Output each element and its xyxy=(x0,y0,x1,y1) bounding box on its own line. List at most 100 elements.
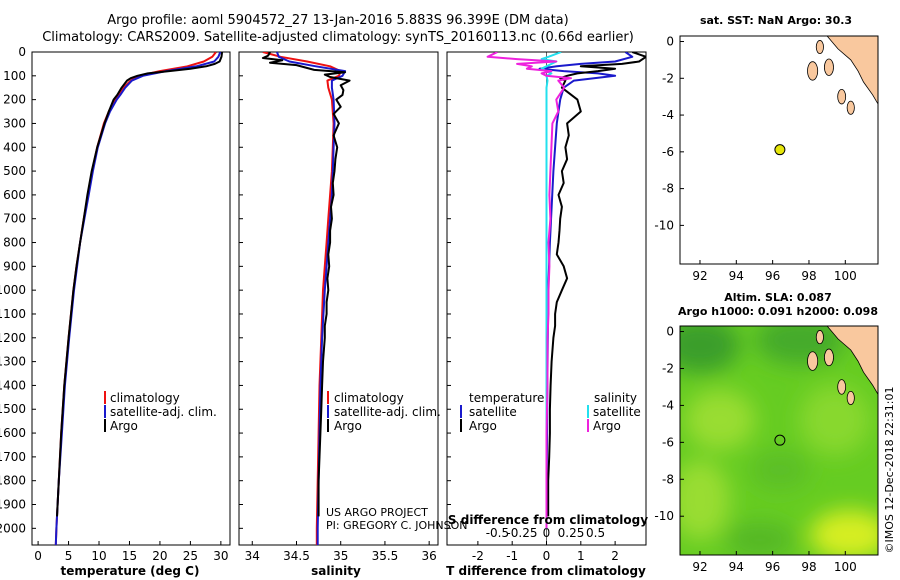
sla-anomaly-mid xyxy=(725,522,795,555)
pressure-tick-label: 1800 xyxy=(0,474,26,488)
x-tick-label: 0 xyxy=(34,549,42,563)
temperature-panel: 0 5 10 15 20 25 30 xyxy=(32,51,229,563)
island xyxy=(846,100,855,115)
temperature-legend: climatology satellite-adj. clim. Argo xyxy=(104,391,217,433)
x-tick-label: 35.5 xyxy=(372,549,399,563)
legend-swatch-climatology xyxy=(104,391,106,404)
sla-anomaly-high xyxy=(800,385,870,455)
pressure-tick-label: 1600 xyxy=(0,426,26,440)
salinity-panel: 34 34.5 35 35.5 36 xyxy=(239,51,437,563)
sst-map-axes: 92 94 96 98 100 0 -2 -4 -6 -8 -10 xyxy=(654,35,856,283)
series-line-argo xyxy=(261,52,351,517)
legend-label-climatology: climatology xyxy=(334,391,404,405)
island xyxy=(837,379,847,395)
sumatra-coast xyxy=(826,36,878,105)
x-tick-label: 35 xyxy=(333,549,348,563)
map-y-tick-label: -10 xyxy=(654,218,674,232)
sla-anomaly-high xyxy=(680,460,730,540)
map-y-tick-label: -6 xyxy=(662,435,674,449)
figure-title-line2: Climatology: CARS2009. Satellite-adjuste… xyxy=(42,30,634,45)
pressure-tick-label: 1500 xyxy=(0,402,26,416)
x-tick-label: 20 xyxy=(152,549,167,563)
sumatra-coast xyxy=(826,326,878,396)
series-line-climatology xyxy=(262,52,342,545)
pressure-tick-label: 600 xyxy=(3,188,26,202)
map-y-tick-label: -2 xyxy=(662,361,674,375)
x-tick-label: 1 xyxy=(577,549,585,563)
argo-float-marker xyxy=(774,434,786,446)
sla-map-title: Altim. SLA: 0.087 xyxy=(724,291,831,304)
pressure-tick-label: 0 xyxy=(18,45,26,59)
map-x-tick-label: 92 xyxy=(692,269,707,283)
difference-panel: -2 -1 0 1 2-0.5-0.25 0 0.25 0.5 xyxy=(447,51,646,563)
sla-map-subtitle: Argo h1000: 0.091 h2000: 0.098 xyxy=(678,305,878,318)
legend-label-argo: Argo xyxy=(334,419,362,433)
map-y-tick-label: -8 xyxy=(662,472,674,486)
map-x-tick-label: 94 xyxy=(729,560,744,574)
map-y-tick-label: 0 xyxy=(666,35,674,49)
legend-label-argo: Argo xyxy=(110,419,138,433)
pressure-tick-label: 700 xyxy=(3,212,26,226)
project-credit: US ARGO PROJECT xyxy=(326,506,428,519)
map-x-tick-label: 96 xyxy=(765,269,780,283)
legend-heading-temperature: temperature xyxy=(469,391,544,405)
legend-label-s-argo: Argo xyxy=(593,419,621,433)
x-tick-label: 5 xyxy=(65,549,73,563)
pressure-tick-label: 1200 xyxy=(0,331,26,345)
sst-map-land xyxy=(807,36,878,115)
legend-swatch-t-argo xyxy=(460,419,462,432)
legend-label-t-argo: Argo xyxy=(469,419,497,433)
series-line-argo xyxy=(56,52,224,517)
legend-label-satellite: satellite-adj. clim. xyxy=(110,405,217,419)
t-difference-xlabel: T difference from climatology xyxy=(446,564,646,578)
sla-anomaly-mid xyxy=(750,450,810,490)
pressure-tick-label: 1300 xyxy=(0,355,26,369)
x-tick-label: 36 xyxy=(422,549,437,563)
island xyxy=(815,330,824,345)
sla-anomaly-high xyxy=(810,510,878,555)
legend-heading-salinity: salinity xyxy=(594,391,637,405)
map-x-tick-label: 96 xyxy=(765,560,780,574)
pressure-tick-label: 1000 xyxy=(0,283,26,297)
sla-map-axes: 92 94 96 98 100 0 -2 -4 -6 -8 -10 xyxy=(654,325,856,574)
island xyxy=(837,88,847,105)
map-x-tick-label: 100 xyxy=(834,269,857,283)
x-tick-label: 25 xyxy=(183,549,198,563)
pressure-tick-label: 1900 xyxy=(0,498,26,512)
legend-label-s-satellite: satellite xyxy=(593,405,641,419)
legend-label-satellite: satellite-adj. clim. xyxy=(334,405,441,419)
pressure-tick-label: 400 xyxy=(3,140,26,154)
map-y-tick-label: -6 xyxy=(662,145,674,159)
salinity-panel-frame xyxy=(238,51,439,546)
map-x-tick-label: 98 xyxy=(801,560,816,574)
map-x-tick-label: 92 xyxy=(692,560,707,574)
difference-legend: temperature satellite Argo salinity sate… xyxy=(460,391,641,433)
sla-anomaly-high xyxy=(685,390,755,450)
series-group xyxy=(261,52,351,545)
sla-map-frame xyxy=(679,325,879,556)
x2-tick-label: -0.25 xyxy=(506,526,537,540)
island xyxy=(815,40,824,55)
legend-swatch-argo xyxy=(327,419,329,432)
legend-swatch-satellite xyxy=(327,405,329,418)
legend-swatch-t-satellite xyxy=(460,405,462,418)
sla-field xyxy=(680,326,878,555)
sst-map-title: sat. SST: NaN Argo: 30.3 xyxy=(700,14,852,27)
island xyxy=(824,348,834,367)
x-tick-label: 34 xyxy=(245,549,260,563)
x2-tick-label: -0.5 xyxy=(486,526,509,540)
pressure-tick-label: 1400 xyxy=(0,378,26,392)
series-line-t-satellite xyxy=(538,52,634,529)
sst-map xyxy=(680,36,878,264)
sla-anomaly-low xyxy=(680,326,740,373)
pressure-tick-label: 1700 xyxy=(0,450,26,464)
series-line-satellite-adj-clim- xyxy=(54,52,222,545)
map-y-tick-label: -8 xyxy=(662,182,674,196)
series-line-t-argo xyxy=(547,52,646,517)
legend-swatch-climatology xyxy=(327,391,329,404)
map-x-tick-label: 100 xyxy=(834,560,857,574)
legend-label-t-satellite: satellite xyxy=(469,405,517,419)
island xyxy=(807,351,819,371)
sla-map-land xyxy=(807,326,878,406)
